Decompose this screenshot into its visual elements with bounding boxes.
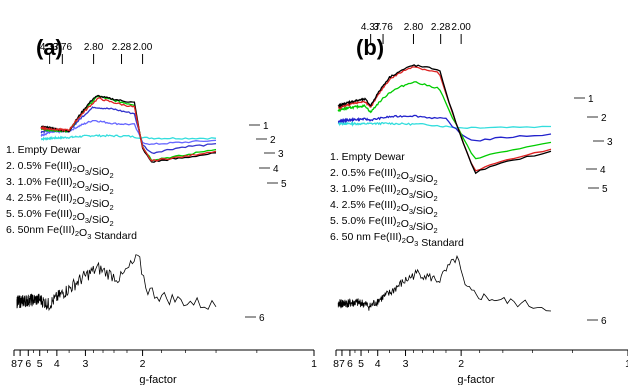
top-mark-label: 4.37	[40, 42, 60, 53]
standard-spectrum	[16, 254, 217, 312]
spectrum-series-4	[337, 66, 552, 172]
curve-number-label: 1	[263, 121, 269, 132]
curve-number-label: 2	[601, 113, 607, 124]
curve-number-label: 6	[601, 316, 607, 327]
curve-number-label: 5	[281, 179, 287, 190]
legend-entry: 6. 50 nm Fe(III)2O3 Standard	[330, 231, 464, 249]
x-tick-label: 7	[339, 358, 345, 370]
spectrum-series-1	[337, 120, 552, 129]
top-mark-label: 2.28	[431, 22, 451, 33]
x-tick-label: 8	[11, 358, 17, 370]
panel-a: (a)4.373.76 2.80 2.28 2.001. Empty Dewar2. …	[6, 35, 317, 385]
standard-spectrum	[337, 255, 552, 312]
x-tick-label: 6	[25, 358, 31, 370]
x-tick-label: 1	[625, 358, 628, 370]
legend-entry: 6. 50nm Fe(III)2O3 Standard	[6, 224, 137, 242]
curve-number-label: 2	[270, 135, 276, 146]
x-tick-label: 5	[358, 358, 364, 370]
legend-entry: 4. 2.5% Fe(III)2O3/SiO2	[330, 199, 438, 219]
legend-entry: 3. 1.0% Fe(III)2O3/SiO2	[6, 176, 114, 196]
spectrum-series-5	[40, 94, 217, 163]
x-tick-label: 4	[54, 358, 60, 370]
legend-entry: 3. 1.0% Fe(III)2O3/SiO2	[330, 183, 438, 203]
curve-number-label: 6	[259, 313, 265, 324]
x-tick-label: 1	[311, 358, 317, 370]
top-mark-label: 3.76	[373, 22, 393, 33]
legend-entry: 5. 5.0% Fe(III)2O3/SiO2	[330, 215, 438, 235]
top-mark-label: 2.28	[112, 42, 132, 53]
legend-entry: 4. 2.5% Fe(III)2O3/SiO2	[6, 192, 114, 212]
curve-number-label: 3	[278, 149, 284, 160]
spectrum-series-2	[40, 119, 217, 146]
curve-number-label: 4	[600, 165, 606, 176]
x-tick-label: 4	[375, 358, 381, 370]
x-tick-label: 5	[37, 358, 43, 370]
x-tick-label: 3	[83, 358, 89, 370]
panel-label: (b)	[356, 35, 384, 60]
x-axis-label: g-factor	[139, 374, 177, 385]
spectrum-series-red	[40, 97, 217, 162]
top-mark-label: 2.80	[84, 42, 104, 53]
top-mark-label: 2.00	[133, 42, 153, 53]
x-tick-label: 2	[140, 358, 146, 370]
legend-entry: 2. 0.5% Fe(III)2O3/SiO2	[6, 160, 114, 180]
top-mark-label: 2.80	[404, 22, 424, 33]
legend-entry: 2. 0.5% Fe(III)2O3/SiO2	[330, 167, 438, 187]
top-mark-label: 4.37	[361, 22, 381, 33]
curve-number-label: 5	[602, 184, 608, 195]
curve-number-label: 1	[588, 94, 594, 105]
top-mark-label: 2.00	[451, 22, 471, 33]
spectrum-series-3	[337, 81, 552, 160]
spectrum-series-5	[337, 64, 552, 175]
panel-b: (b) 4.373.76 2.80 2.28 2.00 1. Empty Dewar 2. …	[330, 22, 628, 385]
spectrum-series-2	[337, 114, 552, 142]
x-tick-label: 3	[403, 358, 409, 370]
x-tick-label: 2	[458, 358, 464, 370]
legend-entry: 1. Empty Dewar	[6, 144, 81, 156]
x-tick-label: 6	[347, 358, 353, 370]
curve-number-label: 3	[607, 137, 613, 148]
legend-entry: 1. Empty Dewar	[330, 151, 405, 163]
x-axis-label: g-factor	[457, 374, 495, 385]
x-tick-label: 8	[333, 358, 339, 370]
legend-entry: 5. 5.0% Fe(III)2O3/SiO2	[6, 208, 114, 228]
curve-number-label: 4	[273, 164, 279, 175]
x-tick-label: 7	[17, 358, 23, 370]
spectrum-series-1	[40, 133, 217, 142]
top-mark-label: 3.76	[53, 42, 73, 53]
